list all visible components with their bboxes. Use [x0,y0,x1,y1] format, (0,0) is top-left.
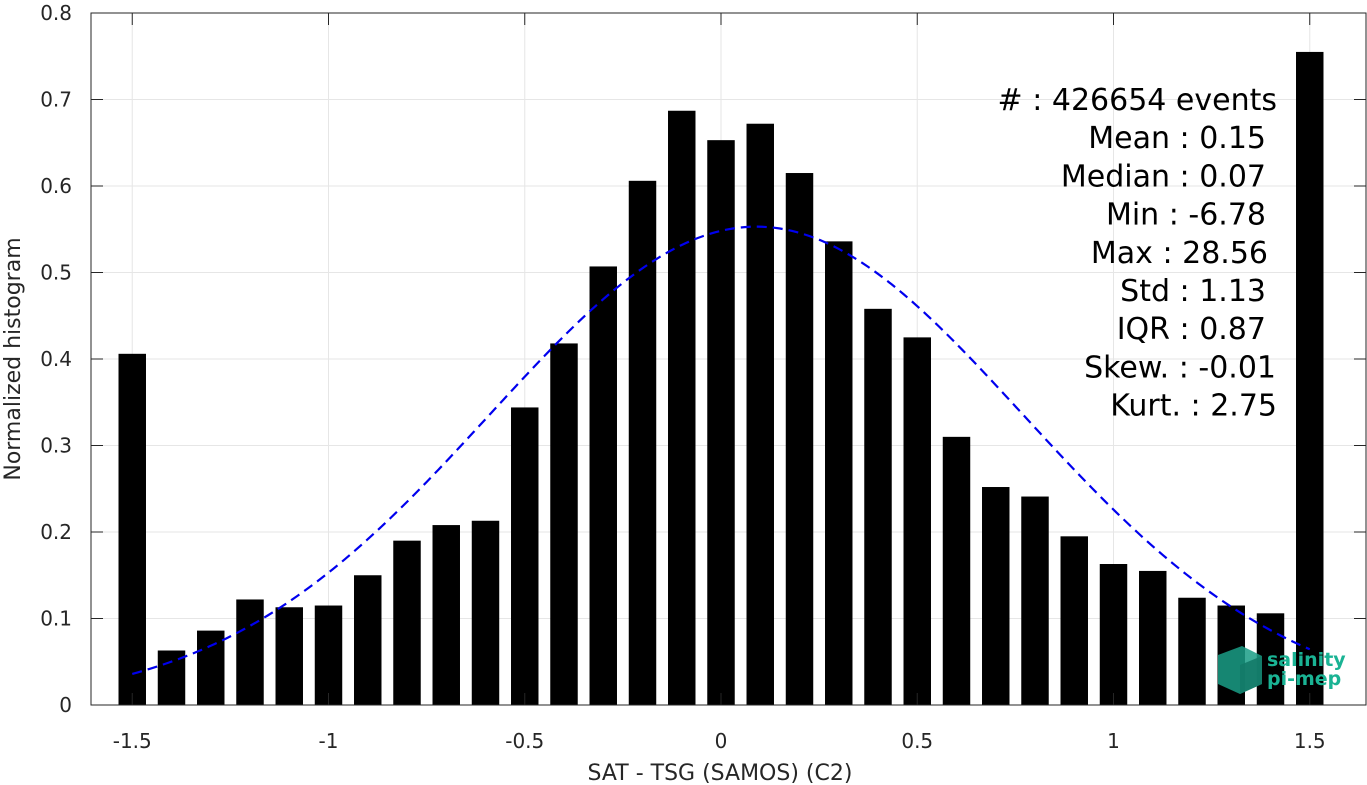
stats-line: # : 426654 events [998,83,1277,118]
histogram-bar [942,436,971,705]
logo-cube-face-icon [1240,656,1262,694]
logo-line2: pi-mep [1267,668,1341,690]
x-tick-label: -1 [319,729,339,753]
histogram-bar [589,266,617,705]
y-tick-label: 0.1 [40,607,72,631]
stats-line: Mean : 0.15 [1088,121,1266,156]
y-tick-label: 0.8 [40,1,72,25]
histogram-bar [550,343,578,705]
histogram-bar [118,353,146,705]
stats-line: Min : -6.78 [1106,198,1266,233]
histogram-bar [393,540,421,705]
histogram-bar [1021,496,1049,705]
histogram-bar [1139,570,1167,705]
x-tick-label: -0.5 [505,729,544,753]
x-tick-label: 0.5 [901,729,933,753]
y-tick-label: 0.5 [40,261,72,285]
stats-line: Kurt. : 2.75 [1110,389,1277,424]
histogram-bar [668,110,696,706]
histogram-bar [471,520,500,705]
y-tick-label: 0.6 [40,174,72,198]
histogram-bar [1178,597,1206,705]
histogram-bar [785,173,814,705]
histogram-bar [236,599,264,705]
x-tick-label: 1.5 [1294,729,1326,753]
histogram-bars [118,51,1324,706]
y-axis-label: Normalized histogram [1,237,26,480]
stats-line: Median : 0.07 [1061,159,1266,194]
histogram-bar [707,140,735,705]
stats-line: Std : 1.13 [1120,274,1266,309]
histogram-bar [864,308,892,705]
logo-line1: salinity [1267,649,1346,671]
histogram-bar [354,575,382,705]
histogram-bar [825,241,853,706]
gaussian-fit-curve [131,225,1311,675]
y-tick-label: 0.3 [40,434,72,458]
histogram-bar [197,630,225,705]
y-tick-label: 0.7 [40,88,72,112]
histogram-bar [1060,536,1088,705]
x-tick-label: -1.5 [113,729,152,753]
histogram-bar [1296,51,1324,706]
x-tick-label: 1 [1107,729,1120,753]
y-tick-label: 0 [59,693,72,717]
histogram-bar [746,123,774,706]
stats-line: Skew. : -0.01 [1084,350,1276,385]
axis-ticks [91,12,1366,706]
x-tick-labels: -1.5 -1 -0.5 0 0.5 1 1.5 [113,729,1326,753]
y-tick-labels: 0 0.1 0.2 0.3 0.4 0.5 0.6 0.7 0.8 [40,1,72,717]
x-tick-label: 0 [715,729,728,753]
histogram-bar [1099,564,1128,705]
y-tick-label: 0.2 [40,520,72,544]
salinity-pi-mep-logo: salinity pi-mep [1218,646,1346,694]
histogram-bar [982,487,1010,705]
x-axis-label: SAT - TSG (SAMOS) (C2) [588,761,853,785]
histogram-bar [157,650,186,705]
histogram-bar [314,605,343,705]
histogram-bar [432,525,460,705]
stats-line: IQR : 0.87 [1117,312,1266,347]
histogram-bar [628,180,657,705]
histogram-bar [275,607,303,705]
y-tick-label: 0.4 [40,347,72,371]
histogram-bar [903,337,931,705]
histogram-bar [511,407,539,705]
stats-line: Max : 28.56 [1091,236,1268,271]
